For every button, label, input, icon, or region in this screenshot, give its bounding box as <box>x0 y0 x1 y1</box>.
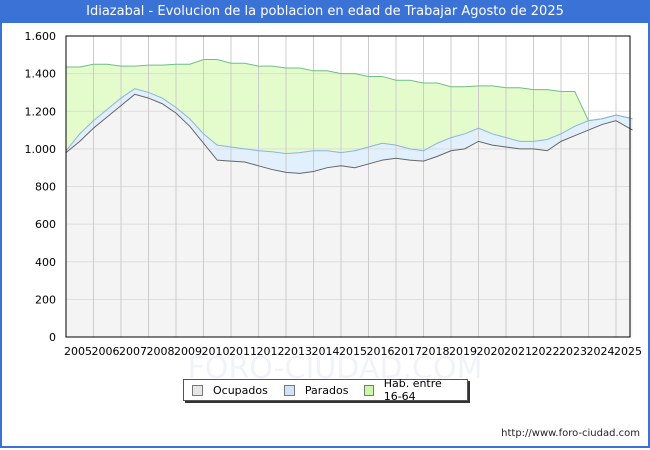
svg-text:2008: 2008 <box>147 345 175 358</box>
svg-text:2017: 2017 <box>394 345 422 358</box>
svg-text:2025: 2025 <box>614 345 642 358</box>
svg-text:2007: 2007 <box>119 345 147 358</box>
svg-text:2005: 2005 <box>64 345 92 358</box>
svg-text:2011: 2011 <box>229 345 257 358</box>
svg-text:2018: 2018 <box>422 345 450 358</box>
svg-text:2022: 2022 <box>532 345 560 358</box>
legend-swatch-parados <box>283 384 295 396</box>
source-credit: http://www.foro-ciudad.com <box>501 428 640 439</box>
svg-text:2021: 2021 <box>504 345 532 358</box>
chart-legend: Ocupados Parados Hab. entre 16-64 <box>183 377 468 403</box>
svg-text:0: 0 <box>49 331 56 344</box>
svg-text:2016: 2016 <box>367 345 395 358</box>
svg-text:200: 200 <box>35 293 56 306</box>
legend-swatch-ocupados <box>192 384 203 396</box>
svg-text:2009: 2009 <box>174 345 202 358</box>
svg-text:2012: 2012 <box>257 345 285 358</box>
svg-text:2013: 2013 <box>284 345 312 358</box>
svg-text:800: 800 <box>35 181 56 194</box>
svg-text:1.600: 1.600 <box>25 30 57 43</box>
svg-text:2019: 2019 <box>449 345 477 358</box>
svg-text:2010: 2010 <box>202 345 230 358</box>
legend-label: Parados <box>304 383 349 397</box>
svg-text:2020: 2020 <box>477 345 505 358</box>
svg-text:2023: 2023 <box>559 345 587 358</box>
svg-text:2024: 2024 <box>587 345 615 358</box>
svg-text:2006: 2006 <box>92 345 120 358</box>
svg-text:600: 600 <box>35 218 56 231</box>
svg-text:1.200: 1.200 <box>25 105 57 118</box>
svg-text:400: 400 <box>35 256 56 269</box>
legend-swatch-hab <box>364 384 374 396</box>
svg-text:2014: 2014 <box>312 345 340 358</box>
chart-title: Idiazabal - Evolucion de la poblacion en… <box>0 0 650 23</box>
svg-text:2015: 2015 <box>339 345 367 358</box>
legend-item-ocupados: Ocupados <box>192 384 268 397</box>
legend-item-parados: Parados <box>283 383 349 397</box>
svg-text:1.000: 1.000 <box>25 143 57 156</box>
legend-label: Ocupados <box>213 383 268 397</box>
legend-label: Hab. entre 16-64 <box>383 377 442 403</box>
legend-item-hab: Hab. entre 16-64 <box>364 377 459 403</box>
svg-text:1.400: 1.400 <box>25 68 57 81</box>
